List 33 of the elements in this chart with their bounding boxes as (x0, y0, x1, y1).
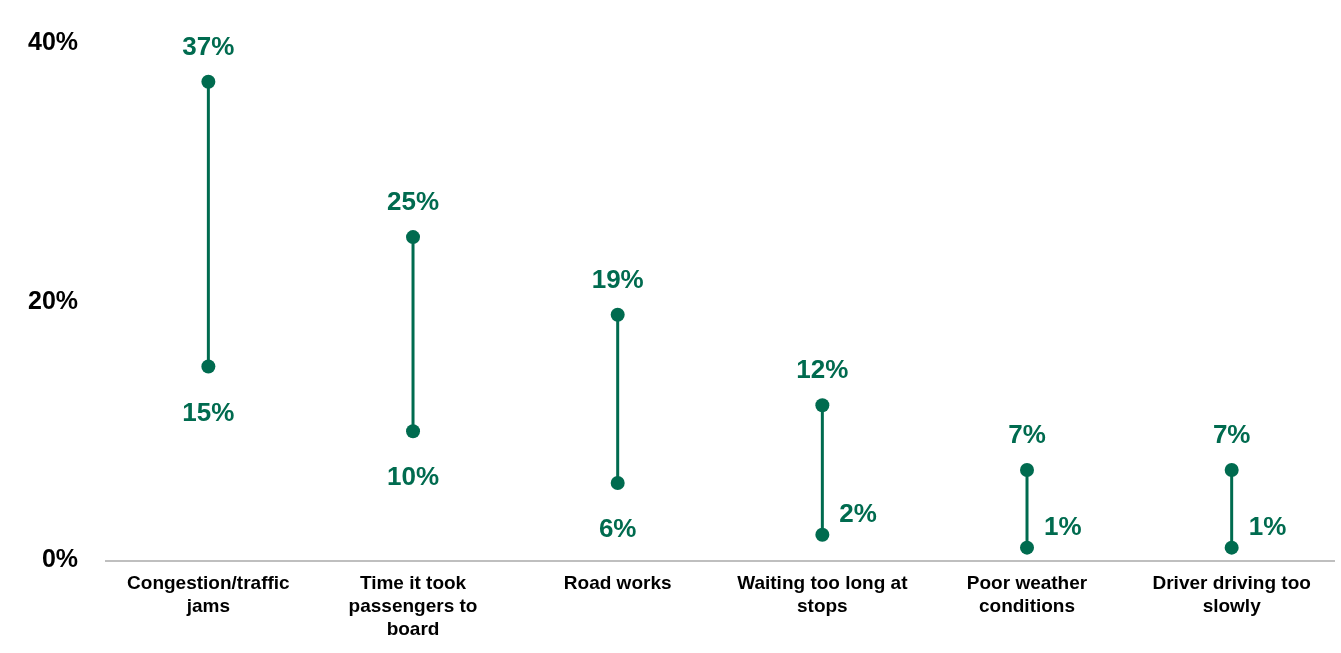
point (406, 230, 421, 245)
y-tick-label: 20% (27, 285, 79, 314)
point (815, 398, 830, 413)
x-tick-label: Road works (563, 572, 672, 594)
x-tick-label: Poor weather conditions (966, 572, 1088, 617)
data-label: 2% (839, 497, 877, 528)
point (610, 307, 625, 322)
data-label: 6% (598, 513, 637, 544)
data-label: 7% (1212, 419, 1251, 450)
data-label: 1% (1248, 510, 1287, 541)
x-tick-label: Congestion/traffic jams (127, 572, 291, 617)
y-tick-label: 0% (41, 544, 79, 573)
point (1224, 463, 1239, 478)
point (1224, 540, 1239, 555)
data-label: 37% (182, 30, 235, 61)
data-label: 15% (182, 396, 235, 427)
x-tick-label: Waiting too long at stops (737, 572, 909, 617)
point (201, 359, 216, 374)
data-label: 1% (1044, 510, 1082, 541)
data-label: 10% (387, 461, 440, 492)
point (610, 475, 625, 490)
point (201, 74, 216, 89)
point (1020, 463, 1035, 478)
data-label: 12% (796, 354, 849, 385)
y-tick-label: 40% (27, 26, 79, 55)
x-tick-label: Time it took passengers to board (348, 572, 478, 639)
point (406, 424, 421, 439)
point (815, 527, 830, 542)
point (1020, 540, 1035, 555)
data-label: 19% (591, 263, 644, 294)
data-label: 7% (1008, 419, 1046, 450)
x-tick-label: Driver driving too slowly (1152, 572, 1311, 617)
data-label: 25% (387, 186, 440, 217)
